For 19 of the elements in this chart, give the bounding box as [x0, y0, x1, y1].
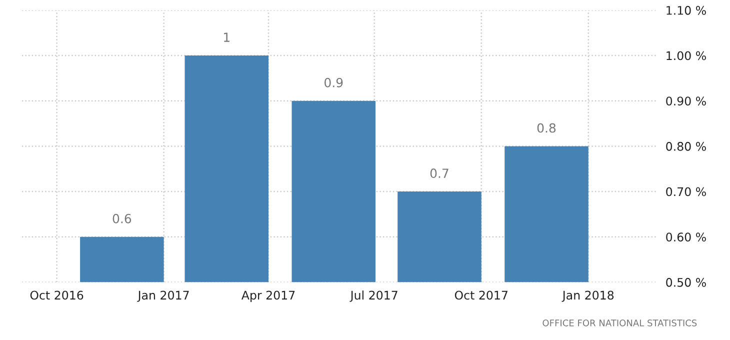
y-tick-label: 0.60 %: [666, 232, 706, 242]
x-tick-label: Oct 2016: [30, 290, 84, 300]
text: OFFICE FOR NATIONAL STATISTICS: [542, 320, 697, 326]
data-label: 0.7: [430, 168, 448, 178]
data-label: 0.8: [537, 123, 556, 133]
data-label: 0.9: [324, 78, 343, 88]
y-tick-label: 0.50 %: [666, 278, 706, 287]
data-label: 1: [224, 32, 230, 42]
y-tick-label: 1.00 %: [666, 51, 706, 60]
y-tick-label: 0.90 %: [666, 96, 706, 106]
x-tick-label: Jul 2017: [350, 290, 398, 302]
data-label: 0.6: [112, 214, 132, 224]
y-tick-label: 0.70 %: [666, 187, 706, 196]
x-tick-label: Jan 2018: [562, 290, 614, 302]
y-tick-label: 1.10 %: [666, 6, 706, 15]
x-tick-label: Jan 2017: [137, 290, 189, 302]
y-tick-label: 0.80 %: [666, 142, 706, 151]
x-tick-label: Oct 2017: [454, 290, 508, 300]
x-tick-label: Apr 2017: [241, 290, 295, 302]
